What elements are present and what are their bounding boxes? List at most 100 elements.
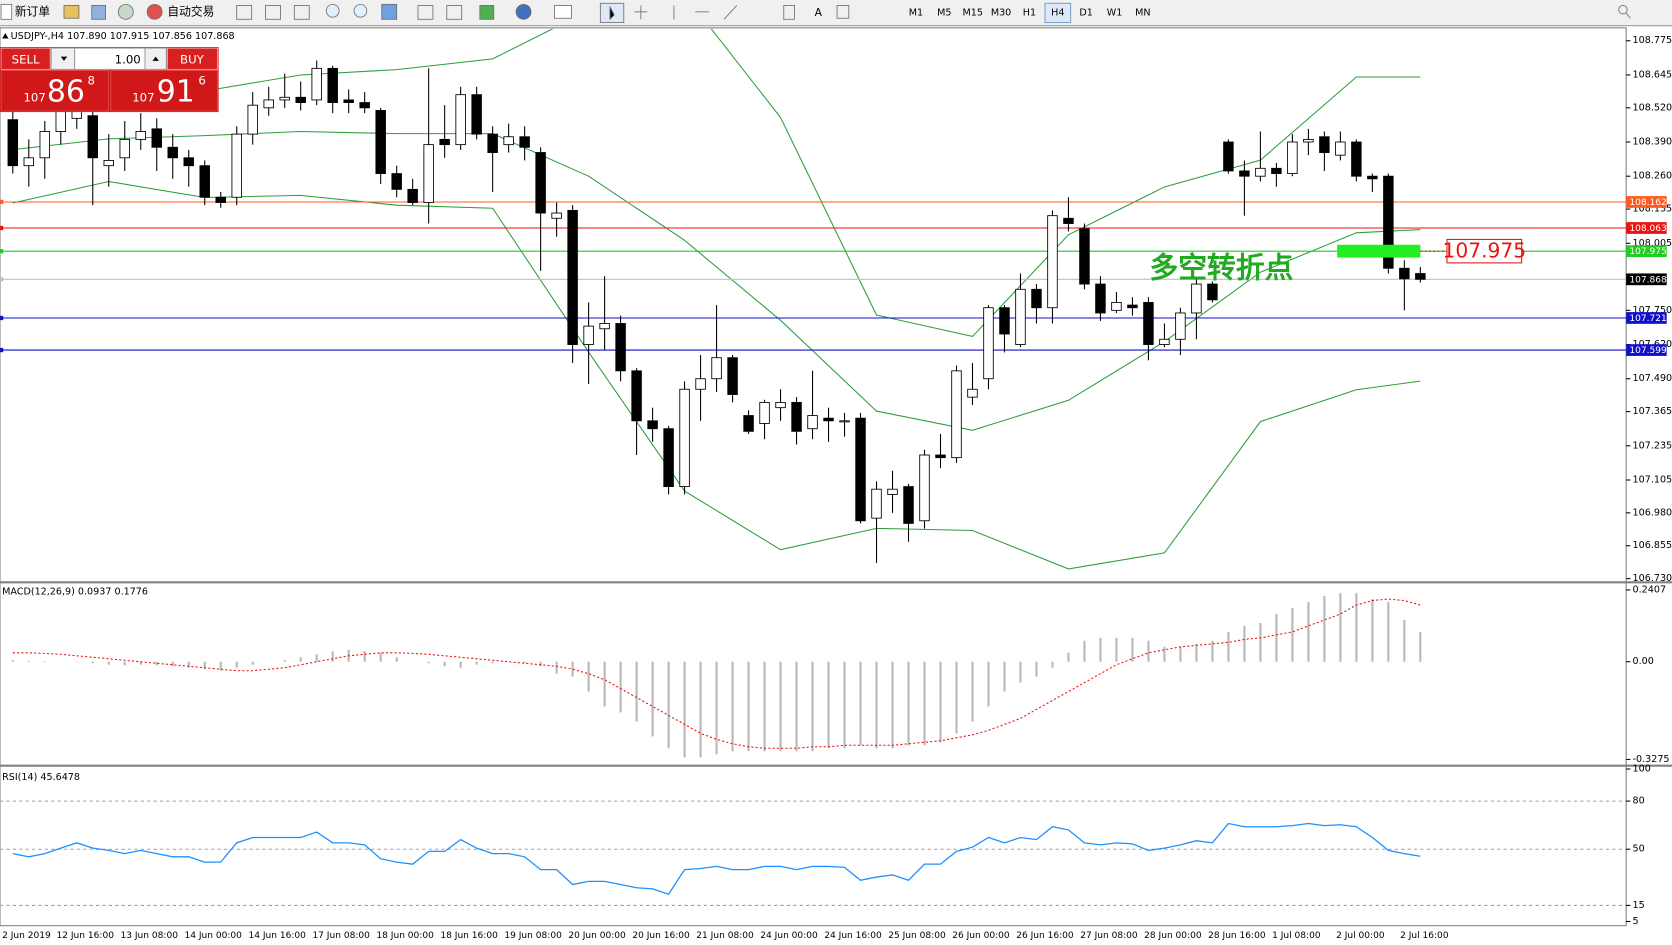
candle-body [1303,138,1314,143]
y-tick-label: 50 [1633,844,1645,855]
buy-button[interactable] [167,47,218,70]
price-level-tag [1626,312,1667,324]
ask-box[interactable] [110,70,218,112]
candle-body [39,131,51,159]
ask-fraction: 6 [198,74,205,88]
one-click-trading [0,47,219,113]
y-tick-label: 106.855 [1633,540,1672,551]
candle-body [343,99,354,103]
candle-body [1127,304,1138,309]
x-tick-label: 27 Jun 08:00 [1080,931,1138,941]
y-tick-label: -0.3275 [1633,754,1670,765]
timeframe-button[interactable]: D1 [1079,7,1092,18]
candle-body [759,401,770,424]
timeframe-button[interactable]: M1 [909,7,923,18]
candle-body [1239,170,1250,177]
candle-body [151,128,162,148]
y-tick-label: 107.235 [1633,440,1672,451]
candle-body [119,138,130,159]
candle-body [551,212,562,219]
price-level-marker [0,225,4,231]
candle-body [727,357,738,395]
y-tick-label: 5 [1633,916,1639,927]
text-tool[interactable]: A [815,6,823,19]
sell-button[interactable] [0,47,51,70]
chart-frame [0,27,1627,927]
candle-body [1335,141,1346,156]
buy-label[interactable]: BUY [180,52,205,66]
candle-body [1383,175,1394,269]
candle-body [391,173,402,190]
bollinger-lower [12,180,1421,570]
y-tick-label: 108.005 [1633,238,1672,249]
x-tick-label: 14 Jun 00:00 [184,931,242,941]
auto-trading-button[interactable]: 自动交易 [167,4,214,18]
candle-body [359,102,370,109]
candle-body [887,488,898,495]
y-tick-label: 107.105 [1633,474,1672,485]
price-level-marker [0,347,4,353]
x-tick-label: 17 Jun 08:00 [312,931,370,941]
x-tick-label: 26 Jun 16:00 [1016,931,1074,941]
timeframe-button[interactable]: M30 [991,7,1011,18]
timeframe-button[interactable]: H1 [1023,7,1036,18]
y-tick-label: 108.520 [1633,102,1672,113]
x-tick-label: 13 Jun 08:00 [120,931,178,941]
candle-body [1031,288,1042,309]
timeframe-button[interactable]: M5 [937,7,951,18]
timeframe-button[interactable]: W1 [1107,7,1123,18]
ask-pips: 91 [157,74,195,109]
candle-body [1287,141,1298,174]
new-order-button[interactable]: 新订单 [15,4,50,18]
candle-body [279,96,290,101]
price-level-label: 107.975 [1629,247,1666,257]
bid-box[interactable] [0,70,110,112]
axes: 108.775 108.645 108.520 108.390 108.260 108.1… [0,35,1672,941]
y-tick-label: 108.645 [1633,69,1672,80]
candle-body [87,115,98,159]
y-tick-label: 107.490 [1633,373,1672,384]
macd-title: MACD(12,26,9) 0.0937 0.1776 [2,586,148,597]
sell-label[interactable]: SELL [12,52,40,66]
timeframe-button[interactable]: MN [1135,7,1150,18]
x-tick-label: 20 Jun 16:00 [632,931,690,941]
candle-body [439,138,450,146]
rsi-title: RSI(14) 45.6478 [2,772,80,783]
price-level-marker [0,199,4,205]
macd-signal [12,598,1421,749]
candle-body [743,415,754,432]
price-level-tag [1626,344,1667,356]
lots-value[interactable]: 1.00 [115,52,141,66]
candle-body [583,325,594,345]
candle-body [679,388,690,488]
bid-pips: 86 [47,74,85,109]
candle-body [967,388,978,398]
candle-body [1191,283,1202,314]
price-level-label: 108.162 [1629,198,1666,208]
x-tick-label: 12 Jun 16:00 [57,931,115,941]
candle-body [951,370,962,459]
candle-body [311,67,322,101]
y-tick-label: 106.980 [1633,507,1672,518]
collapse-arrow[interactable] [2,33,9,39]
candle-body [407,188,418,203]
candle-body [23,157,35,167]
candle-body [1351,141,1362,177]
candle-body [1047,215,1058,309]
candle-body [615,323,626,372]
turning-point-bar [1337,244,1421,258]
bollinger-upper [12,28,1421,338]
candle-body [823,417,834,422]
y-tick-label: 108.390 [1633,137,1672,148]
candle-body [647,420,658,430]
candle-body [1159,338,1170,345]
candle-body [1111,302,1122,311]
candle-body [855,417,866,522]
annotation-price: 107.975 [1442,239,1526,263]
candle-body [695,378,706,390]
price-level-marker [0,315,4,321]
timeframe-button[interactable]: H4 [1051,7,1064,18]
timeframe-button[interactable]: M15 [962,7,982,18]
x-tick-label: 2 Jun 2019 [2,931,51,941]
